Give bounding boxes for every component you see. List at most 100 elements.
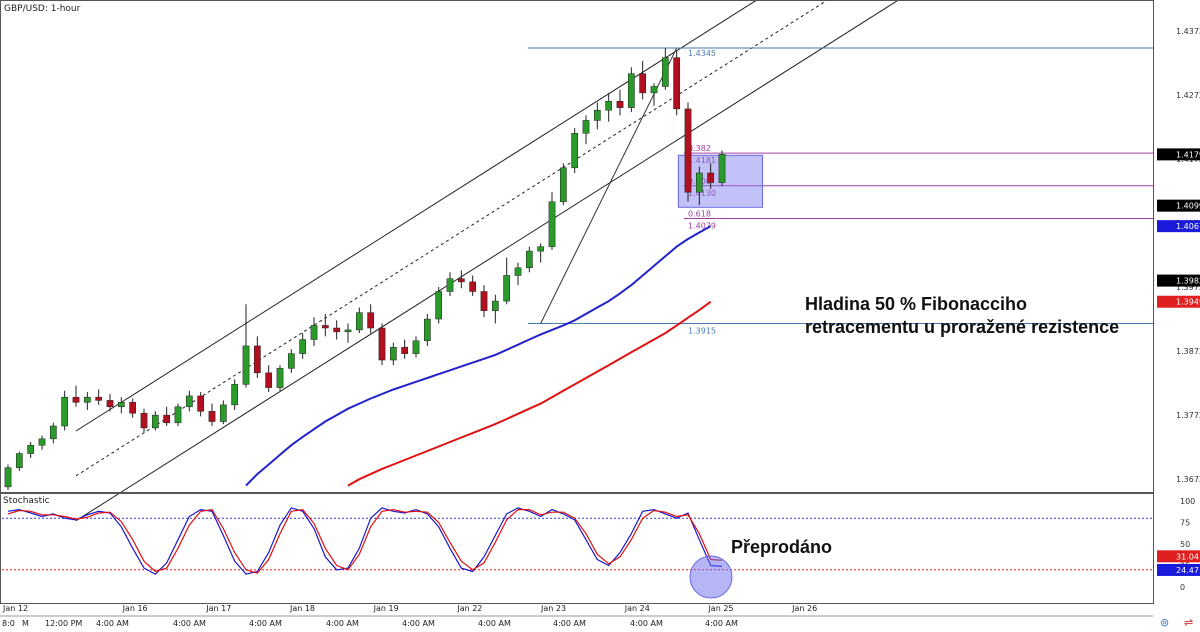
candle-body bbox=[627, 73, 635, 108]
candle-body bbox=[650, 86, 658, 94]
candle-body bbox=[117, 402, 125, 408]
candle-body bbox=[140, 412, 148, 429]
candle-body bbox=[310, 325, 318, 340]
x-day-label: Jan 24 bbox=[624, 604, 650, 613]
x-day-label: Jan 18 bbox=[289, 604, 315, 613]
x-day-label: Jan 22 bbox=[456, 604, 482, 613]
stochastic-value-box bbox=[1157, 563, 1200, 576]
candle-body bbox=[49, 425, 57, 440]
x-time-label: 12:00 PM bbox=[45, 619, 82, 628]
candle-body bbox=[378, 327, 386, 361]
candle-body bbox=[185, 395, 193, 408]
candle-body bbox=[639, 73, 647, 94]
candle-body bbox=[129, 402, 137, 414]
candle-body bbox=[503, 275, 511, 302]
candle-body bbox=[287, 353, 295, 369]
stochastic-line bbox=[7, 507, 723, 575]
price-tag-label: 1.4067 bbox=[1176, 222, 1200, 231]
candle-body bbox=[219, 404, 227, 422]
price-tag-box bbox=[1157, 148, 1200, 161]
x-time-label: 4:00 AM bbox=[630, 619, 663, 628]
y-tick-label: 1.4372 bbox=[1176, 27, 1200, 36]
fib-level-price: 1.4181 bbox=[688, 156, 716, 165]
candle-body bbox=[605, 100, 613, 111]
price-tag-label: 1.3949 bbox=[1176, 298, 1200, 307]
fib-level-price: 1.3915 bbox=[688, 327, 716, 336]
candle-body bbox=[684, 108, 692, 193]
x-time-label: 4:00 AM bbox=[96, 619, 129, 628]
candle-body bbox=[480, 291, 488, 311]
y-tick-label: 1.3772 bbox=[1176, 411, 1200, 420]
price-tag-box bbox=[1157, 274, 1200, 287]
candle-body bbox=[27, 444, 35, 454]
fib-level-ratio: 0.382 bbox=[688, 144, 711, 153]
candle-body bbox=[72, 396, 80, 403]
candle-body bbox=[83, 396, 91, 403]
candle-body bbox=[163, 414, 171, 424]
stoch-y-tick-label: 75 bbox=[1180, 519, 1190, 528]
candle-body bbox=[548, 201, 556, 247]
x-time-label: 4:00 AM bbox=[326, 619, 359, 628]
x-time-label: 4:00 AM bbox=[249, 619, 282, 628]
channel-upper-line bbox=[75, 0, 758, 432]
x-day-label: Jan 23 bbox=[540, 604, 566, 613]
x-time-label: 4:00 AM bbox=[402, 619, 435, 628]
main-panel-frame bbox=[0, 0, 1154, 493]
candle-body bbox=[174, 406, 182, 424]
link-icon: ⊚ bbox=[1160, 616, 1169, 628]
fib-level-price: 1.4130 bbox=[688, 189, 716, 198]
candle-body bbox=[197, 395, 205, 412]
moving-average-line bbox=[347, 300, 712, 487]
candle-body bbox=[695, 172, 703, 193]
candle-body bbox=[412, 340, 420, 354]
candle-body bbox=[401, 346, 409, 354]
candle-body bbox=[435, 291, 443, 320]
x-time-label: M bbox=[22, 619, 29, 628]
candle-body bbox=[276, 368, 284, 388]
candle-body bbox=[208, 411, 216, 422]
candle-body bbox=[253, 345, 261, 374]
y-tick-label: 1.3672 bbox=[1176, 475, 1200, 484]
channel-lower-line bbox=[75, 0, 900, 522]
candle-body bbox=[95, 396, 103, 401]
symbol-label: GBP/USD: 1-hour bbox=[4, 4, 81, 14]
candle-body bbox=[355, 312, 363, 331]
x-day-label: Jan 25 bbox=[707, 604, 733, 613]
candle-body bbox=[559, 167, 567, 203]
candle-body bbox=[593, 109, 601, 121]
candle-body bbox=[4, 467, 12, 488]
candle-body bbox=[661, 57, 669, 87]
moving-average-line bbox=[245, 225, 712, 487]
x-day-label: Jan 26 bbox=[791, 604, 817, 613]
stoch-y-tick-label: 100 bbox=[1180, 497, 1195, 506]
oversold-annotation: Přeprodáno bbox=[731, 537, 832, 557]
y-tick-label: 1.3972 bbox=[1176, 283, 1200, 292]
x-day-label: Jan 16 bbox=[122, 604, 148, 613]
price-tag-label: 1.4179 bbox=[1176, 150, 1200, 159]
indicator-label: Stochastic bbox=[3, 496, 50, 506]
fib-level-price: 1.4345 bbox=[688, 49, 716, 58]
stochastic-value-label: 31.04 bbox=[1176, 552, 1199, 561]
candle-body bbox=[389, 346, 397, 361]
stochastic-value-box bbox=[1157, 550, 1200, 563]
y-tick-label: 1.3872 bbox=[1176, 347, 1200, 356]
candle-body bbox=[718, 154, 726, 183]
candle-body bbox=[582, 120, 590, 134]
x-time-label: 4:00 AM bbox=[478, 619, 511, 628]
candle-body bbox=[457, 278, 465, 283]
candle-body bbox=[106, 400, 114, 408]
candle-body bbox=[367, 312, 375, 329]
x-time-label: 4:00 AM bbox=[553, 619, 586, 628]
x-time-label: 4:00 AM bbox=[705, 619, 738, 628]
stoch-y-tick-label: 0 bbox=[1180, 583, 1185, 592]
x-time-label: 8:0 bbox=[2, 619, 15, 628]
candle-body bbox=[151, 414, 159, 429]
candle-body bbox=[15, 453, 23, 468]
price-tag-box bbox=[1157, 220, 1200, 233]
candle-body bbox=[446, 278, 454, 292]
candle-body bbox=[231, 384, 239, 406]
candle-body bbox=[344, 329, 352, 333]
annotation-line-1: Hladina 50 % Fibonacciho bbox=[805, 294, 1027, 314]
